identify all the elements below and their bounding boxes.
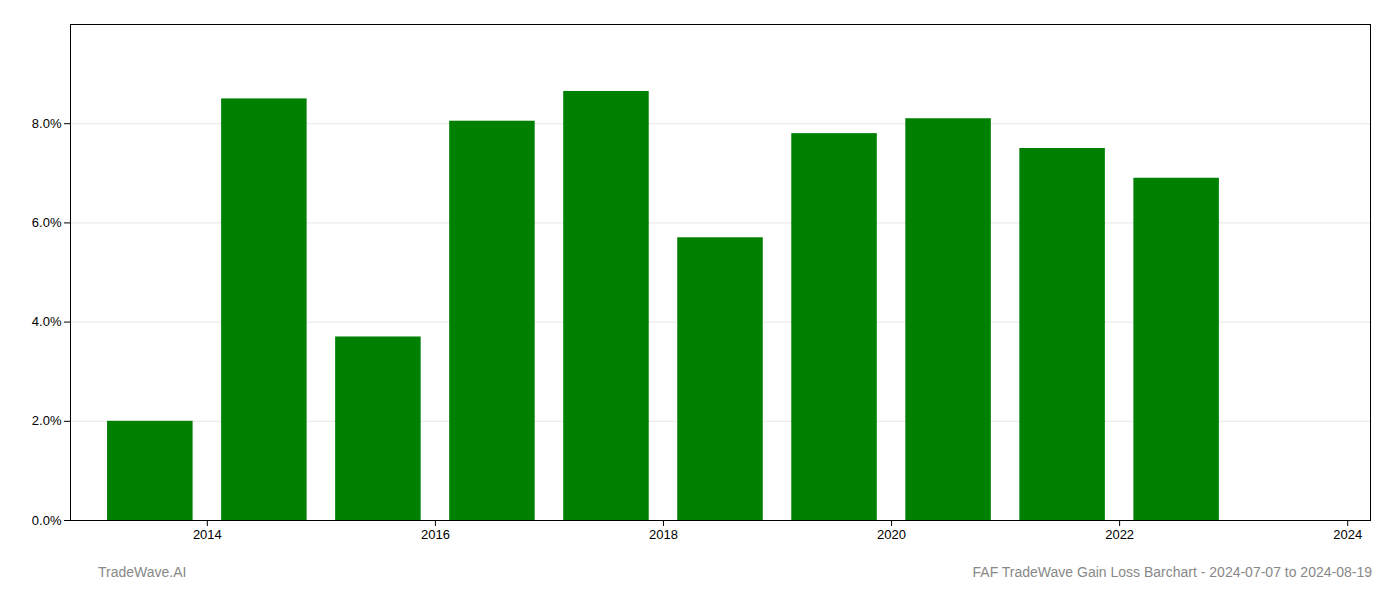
svg-text:2024: 2024 <box>1333 527 1362 542</box>
svg-text:2020: 2020 <box>877 527 906 542</box>
svg-text:2.0%: 2.0% <box>32 413 62 428</box>
svg-text:0.0%: 0.0% <box>32 513 62 528</box>
svg-text:2016: 2016 <box>421 527 450 542</box>
svg-text:6.0%: 6.0% <box>32 215 62 230</box>
svg-text:4.0%: 4.0% <box>32 314 62 329</box>
html-text:TradeWave.AI: TradeWave.AI <box>98 564 187 580</box>
html-text:FAF TradeWave Gain Loss Barcha: FAF TradeWave Gain Loss Barchart - 2024-… <box>972 564 1372 580</box>
svg-text:2014: 2014 <box>193 527 222 542</box>
svg-text:2022: 2022 <box>1105 527 1134 542</box>
svg-text:2018: 2018 <box>649 527 678 542</box>
svg-text:8.0%: 8.0% <box>32 116 62 131</box>
